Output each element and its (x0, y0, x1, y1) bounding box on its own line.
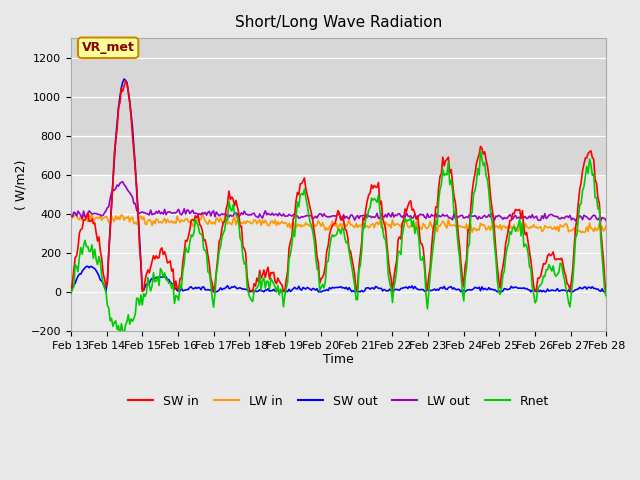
Text: VR_met: VR_met (82, 41, 134, 54)
Bar (71, 38, 606, 175)
Title: Short/Long Wave Radiation: Short/Long Wave Radiation (235, 15, 442, 30)
Legend: SW in, LW in, SW out, LW out, Rnet: SW in, LW in, SW out, LW out, Rnet (123, 390, 554, 413)
X-axis label: Time: Time (323, 353, 354, 366)
Y-axis label: ( W/m2): ( W/m2) (15, 159, 28, 210)
